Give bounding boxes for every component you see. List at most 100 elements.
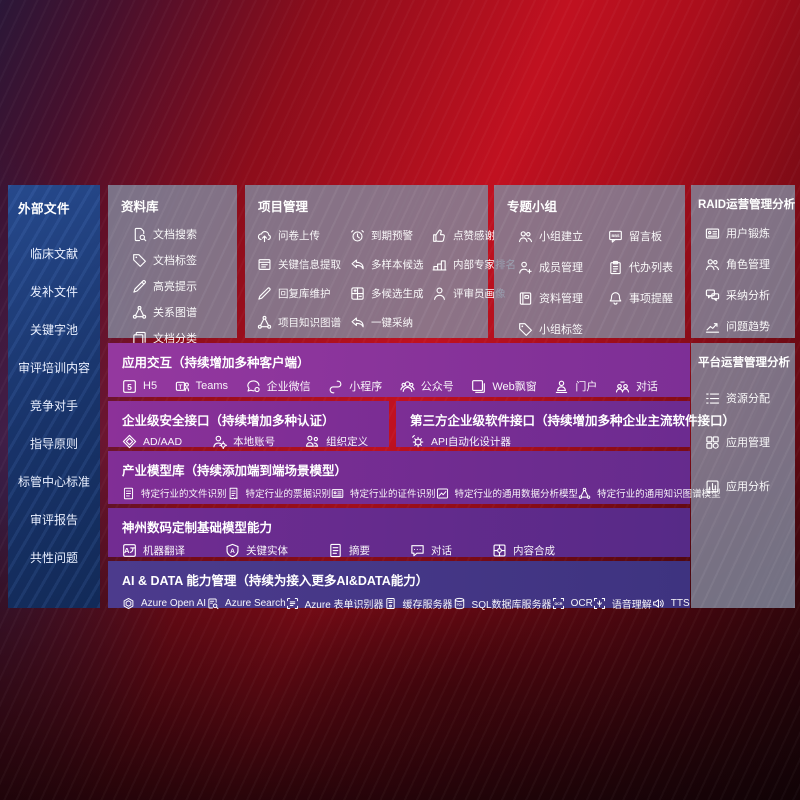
album-icon xyxy=(518,291,533,306)
org-icon xyxy=(305,434,320,449)
feature-item: 内容合成 xyxy=(492,543,555,558)
project-management-panel: 项目管理 问卷上传 到期预警 点赞感谢 关键信息提取 多样本候选 内部专家排名 回复库维护多… xyxy=(245,185,516,338)
bell-icon xyxy=(608,291,623,306)
svg-text:A: A xyxy=(124,546,130,555)
feature-label: 门户 xyxy=(575,381,598,393)
panel-items: 文档搜索 文档标签 高亮提示 关系图谱 文档分类 xyxy=(108,215,237,346)
feature-item: AD/AAD xyxy=(122,434,182,449)
api-gear-icon xyxy=(410,434,425,449)
band-title: 第三方企业级软件接口（持续增加多种企业主流软件接口） xyxy=(410,414,736,428)
feature-label: 应用分析 xyxy=(726,481,770,493)
feature-item: 特定行业的文件识别 xyxy=(122,486,227,500)
feature-label: 资源分配 xyxy=(726,393,770,405)
svg-text:T: T xyxy=(178,383,182,390)
portal-icon xyxy=(554,379,569,394)
dialog-people-icon xyxy=(615,379,630,394)
feature-label: 高亮提示 xyxy=(153,281,197,293)
feature-item: 缓存服务器 xyxy=(384,596,453,611)
feature-label: 关键实体 xyxy=(246,545,288,557)
sql-db-icon: SQL xyxy=(453,597,466,610)
feature-label: 回复库维护 xyxy=(278,288,331,300)
feature-item: 门户 xyxy=(554,378,597,394)
band-items: Azure Open AI Azure Search Azure 表单识别器 缓存服务… xyxy=(122,596,690,611)
feature-item: TTS xyxy=(652,597,690,610)
feature-label: 特定行业的证件识别 xyxy=(350,489,436,500)
tts-icon xyxy=(652,597,665,610)
app-interaction-band: 应用交互（持续增加多种客户端） 5 H5 T Teams 企业微信 小程序 公众号 Web飘窗… xyxy=(108,343,690,397)
feature-item: T Teams xyxy=(175,379,228,394)
feature-item: 关系图谱 xyxy=(132,304,237,320)
feature-label: 对话 xyxy=(431,545,452,557)
feature-item: 点赞感谢 xyxy=(432,228,516,243)
feature-label: 摘要 xyxy=(349,545,370,557)
feature-item: 小组建立 xyxy=(518,228,608,244)
form-recognizer-icon xyxy=(286,597,299,610)
feature-label: 问题趋势 xyxy=(726,321,770,333)
feature-item: 资料管理 xyxy=(518,290,608,306)
local-account-icon xyxy=(212,434,228,449)
panel-title: 平台运营管理分析 xyxy=(698,357,790,369)
topic-group-panel: 专题小组 小组建立 BBS 留言板 成员管理 代办列表 资料管理 事项提醒 小组标签 xyxy=(494,185,685,338)
receipt-icon xyxy=(227,487,240,500)
tag-icon xyxy=(132,253,147,268)
svg-text:BBS: BBS xyxy=(612,233,620,237)
feature-item: Azure Search xyxy=(206,597,286,610)
feature-label: 评审员画像 xyxy=(453,288,506,300)
feature-label: 多样本候选 xyxy=(371,259,424,271)
feature-label: AD/AAD xyxy=(143,435,183,448)
feature-label: TTS xyxy=(670,598,690,609)
pen-icon xyxy=(257,286,272,301)
band-title: 企业级安全接口（持续增加多种认证） xyxy=(122,414,335,428)
list-icon xyxy=(705,391,720,406)
panel-items: 小组建立 BBS 留言板 成员管理 代办列表 资料管理 事项提醒 小组标签 xyxy=(494,215,685,337)
cache-server-icon xyxy=(384,597,397,610)
third-party-interface-band: 第三方企业级软件接口（持续增加多种企业主流软件接口） API自动化设计器 xyxy=(396,401,736,449)
feature-item: BBS 留言板 xyxy=(608,228,685,244)
feature-label: 本地账号 xyxy=(233,436,276,448)
feature-label: 特定行业的文件识别 xyxy=(141,489,227,500)
clipboard-icon xyxy=(608,260,623,275)
feature-label: 特定行业的票据识别 xyxy=(245,489,332,500)
feature-label: 留言板 xyxy=(629,231,662,243)
feature-label: 内容合成 xyxy=(513,545,555,557)
ocr-icon: OCR xyxy=(552,597,565,610)
feature-item: 评审员画像 xyxy=(432,286,516,301)
feature-label: 组织定义 xyxy=(326,436,369,448)
band-title: 应用交互（持续增加多种客户端） xyxy=(122,356,310,370)
feature-label: 小程序 xyxy=(349,381,383,393)
thumbs-up-icon xyxy=(432,228,447,243)
sidebar-item-list: 临床文献 发补文件 关键字池 审评培训内容 竞争对手 指导原则 标管中心标准 审评报告 共性问题 xyxy=(8,245,100,566)
feature-label: 应用管理 xyxy=(726,437,770,449)
feature-item: 多样本候选 xyxy=(350,257,432,272)
web-window-icon xyxy=(471,379,486,394)
speech-icon xyxy=(593,597,606,610)
chat-icon xyxy=(410,543,425,558)
people-icon xyxy=(705,257,720,272)
feature-label: 关键信息提取 xyxy=(278,259,341,271)
chart-doc-icon xyxy=(705,479,720,494)
feature-label: 公众号 xyxy=(420,381,454,393)
summary-doc-icon xyxy=(328,543,343,558)
ai-data-capability-band: AI & DATA 能力管理（持续为接入更多AI&DATA能力） Azure O… xyxy=(108,561,690,611)
feature-label: 缓存服务器 xyxy=(402,600,453,611)
band-items: 5 H5 T Teams 企业微信 小程序 公众号 Web飘窗 门户 对话 xyxy=(122,378,676,394)
feature-label: Web飘窗 xyxy=(492,381,537,393)
qa-chat-icon xyxy=(705,288,720,303)
feature-item: 问卷上传 xyxy=(257,228,350,243)
panel-title: 专题小组 xyxy=(507,200,558,214)
feature-label: 项目知识图谱 xyxy=(278,317,341,329)
feature-item: 高亮提示 xyxy=(132,278,237,294)
sidebar-item: 指导原则 xyxy=(29,437,78,451)
shield-a-icon: A xyxy=(225,543,240,558)
feature-label: Teams xyxy=(195,380,229,392)
sidebar-item: 关键字池 xyxy=(29,323,78,337)
feature-label: 点赞感谢 xyxy=(453,230,495,242)
sidebar-item: 标管中心标准 xyxy=(17,475,90,489)
feature-item: 5 H5 xyxy=(122,379,157,394)
people-icon xyxy=(518,229,533,244)
feature-label: 文档标签 xyxy=(153,255,197,267)
panel-title: 外部文件 xyxy=(18,202,71,216)
feature-label: 特定行业的通用数据分析模型 xyxy=(454,489,579,500)
feature-item: 企业微信 xyxy=(246,378,311,394)
feature-label: 小组标签 xyxy=(539,324,583,336)
